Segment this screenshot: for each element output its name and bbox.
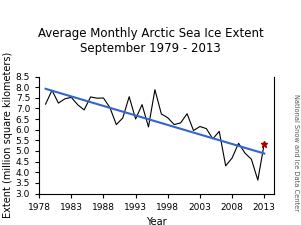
Y-axis label: Extent (million square kilometers): Extent (million square kilometers)	[3, 52, 13, 218]
Text: Average Monthly Arctic Sea Ice Extent
September 1979 - 2013: Average Monthly Arctic Sea Ice Extent Se…	[38, 27, 263, 55]
Text: National Snow and Ice Data Center: National Snow and Ice Data Center	[293, 94, 299, 212]
X-axis label: Year: Year	[146, 217, 167, 225]
